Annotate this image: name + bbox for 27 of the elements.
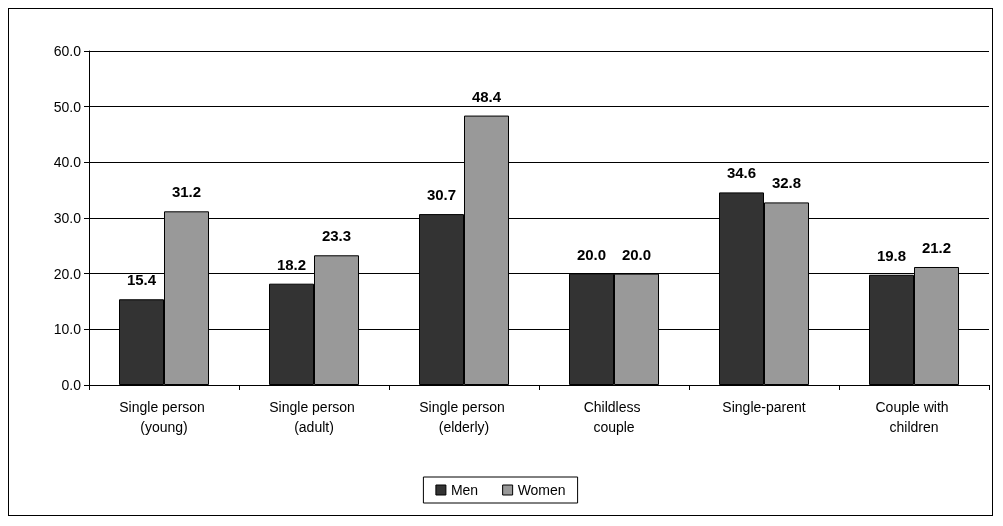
y-tick-label: 40.0 [53, 154, 82, 171]
y-tick-label: 50.0 [53, 98, 82, 115]
data-label: 20.0 [576, 245, 607, 263]
legend-label: Women [517, 482, 566, 498]
data-label: 20.0 [621, 245, 652, 263]
data-label: 34.6 [726, 164, 757, 182]
x-tick-label: Single-parent [722, 399, 806, 415]
x-tick-label: Single person (young) [119, 399, 209, 435]
y-tick-label: 10.0 [53, 321, 82, 338]
y-tick-label: 20.0 [53, 265, 82, 282]
x-tick-label: Couple with children [875, 399, 953, 435]
x-tick-label: Childless couple [583, 399, 645, 435]
legend-label: Men [450, 482, 479, 498]
data-label: 30.7 [426, 186, 457, 204]
data-label: 21.2 [921, 238, 952, 256]
y-tick-label: 60.0 [53, 43, 82, 59]
data-label: 15.4 [126, 271, 157, 289]
data-label: 32.8 [771, 174, 802, 192]
x-tick-label: Single person (adult) [269, 399, 359, 435]
y-tick-label: 30.0 [53, 210, 82, 226]
data-label: 18.2 [276, 255, 307, 273]
data-label: 48.4 [471, 87, 502, 105]
y-tick-label: 0.0 [61, 377, 82, 393]
data-label: 19.8 [876, 246, 907, 264]
data-label: 31.2 [171, 183, 202, 201]
data-label: 23.3 [321, 227, 352, 245]
x-tick-label: Single person (elderly) [419, 399, 509, 435]
